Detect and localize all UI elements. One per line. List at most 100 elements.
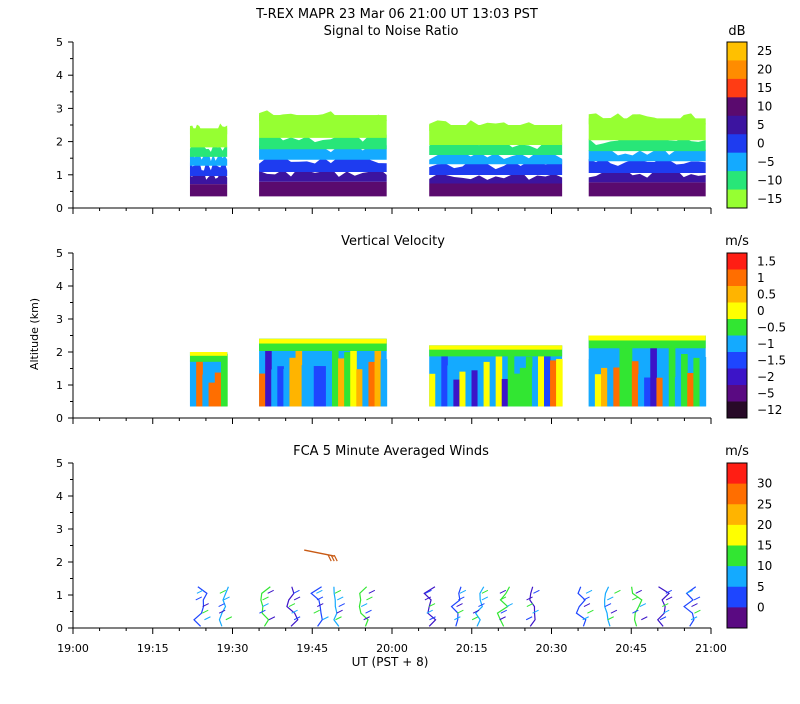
snr-band [588,135,706,152]
velocity-column [344,352,351,407]
winds-colorbar-unit: m/s [725,444,749,459]
wind-barb-flag [426,609,433,614]
wind-barb-flag [583,596,590,601]
colorbar-swatch [727,152,747,172]
wind-barb-flag [499,596,507,601]
wind-barb-flag [334,589,342,594]
wind-barb-shaft [683,586,697,627]
velocity-column [525,356,533,407]
velocity-column [544,352,551,407]
velocity-column [374,344,382,407]
wind-barb-flag [481,596,489,601]
velocity-top [189,352,228,362]
snr-band [588,157,706,173]
wind-barb-flag [662,603,669,607]
wind-barb [450,586,467,627]
wind-barb [525,586,540,627]
velocity-cap [588,335,706,341]
colorbar-swatch [727,60,747,80]
velocity-column [208,382,216,407]
snr-band [429,170,563,184]
wind-barb-shaft [631,586,643,627]
colorbar-label: 0 [757,136,765,150]
y-tick-label: 0 [56,202,63,215]
wind-barb-flag [288,603,296,607]
wind-barb-flag [218,603,225,607]
colorbar-swatch [727,171,747,191]
y-tick-label: 0 [56,622,63,635]
velocity-column [489,353,497,407]
velocity-column [441,355,448,407]
wind-barb-flag [219,589,227,594]
velocity-column [283,368,290,407]
colorbar-label: 5 [757,580,765,594]
wind-barb [286,586,301,627]
y-tick-label: 4 [56,280,63,293]
velocity-column [220,353,228,407]
y-tick-label: 5 [56,457,63,470]
velocity-column [619,337,627,407]
snr-panel: Signal to Noise Ratio dB 0 1 2 3 4 5 25 20 15 10 5… [56,24,782,215]
velocity-column [289,357,297,407]
velocity-column [356,369,363,407]
colorbar-frame [726,252,748,419]
snr-colorbar-unit: dB [728,24,745,39]
snr-band [259,110,387,138]
wind-barb-flag [665,596,673,601]
wind-barb-flag [532,609,539,614]
wind-barb-flag [428,603,436,607]
wind-barb-flag [635,589,642,594]
velocity-column [662,370,670,407]
wind-barb-flag [471,616,479,621]
wind-barb-flag [293,596,301,601]
colorbar-swatch [727,134,747,154]
colorbar-label: −10 [757,173,782,187]
colorbar-swatch [727,42,747,61]
colorbar-swatch [727,566,747,588]
colorbar-swatch [727,607,747,629]
velocity-column [613,367,620,407]
wind-barb-flag [338,603,345,607]
wind-barb-shaft [218,586,229,627]
velocity-column [531,366,539,407]
velocity-column [650,341,657,407]
wind-barb-flag [268,616,276,621]
snr-band [189,184,228,197]
wind-barb [471,586,489,627]
wind-barb-flag [499,616,506,621]
velocity-column [265,350,272,407]
wind-barb-flag [499,589,507,594]
wind-barb-flag [632,609,639,614]
velocity-column [325,362,333,407]
snr-band [189,171,228,185]
colorbar-label: 0 [757,304,765,318]
velocity-column [644,377,651,407]
data-segment [259,338,388,407]
wind-barb-flag [196,589,204,594]
wind-barb-flag [610,609,618,614]
wind-barb-flag [313,609,320,614]
wind-barb-flag [365,609,372,614]
wind-barb-flag [583,603,591,607]
colorbar-swatch [727,463,747,485]
colorbar-label: −2 [757,370,775,384]
wind-barb-flag [457,609,464,614]
wind-barb-flag [202,609,209,614]
wind-barb-flag [293,589,300,594]
velocity-column [495,356,503,407]
colorbar-swatch [727,504,747,526]
wind-barb-flag [262,603,269,607]
wind-barb-flag [262,596,269,601]
colorbar-label: −1.5 [757,353,786,367]
wind-barb-flag [587,609,594,614]
velocity-column [271,369,278,407]
wind-barb-shaft [286,586,299,627]
wind-barb-flag [694,609,701,614]
y-tick-label: 5 [56,247,63,260]
wind-barb-flag [459,589,467,594]
velocity-column [477,363,485,407]
wind-barb-flag [195,596,202,601]
wind-barb-flag [607,596,614,601]
velocity-cap [259,338,387,344]
figure-title: T-REX MAPR 23 Mar 06 21:00 UT 13:03 PST [255,7,538,22]
